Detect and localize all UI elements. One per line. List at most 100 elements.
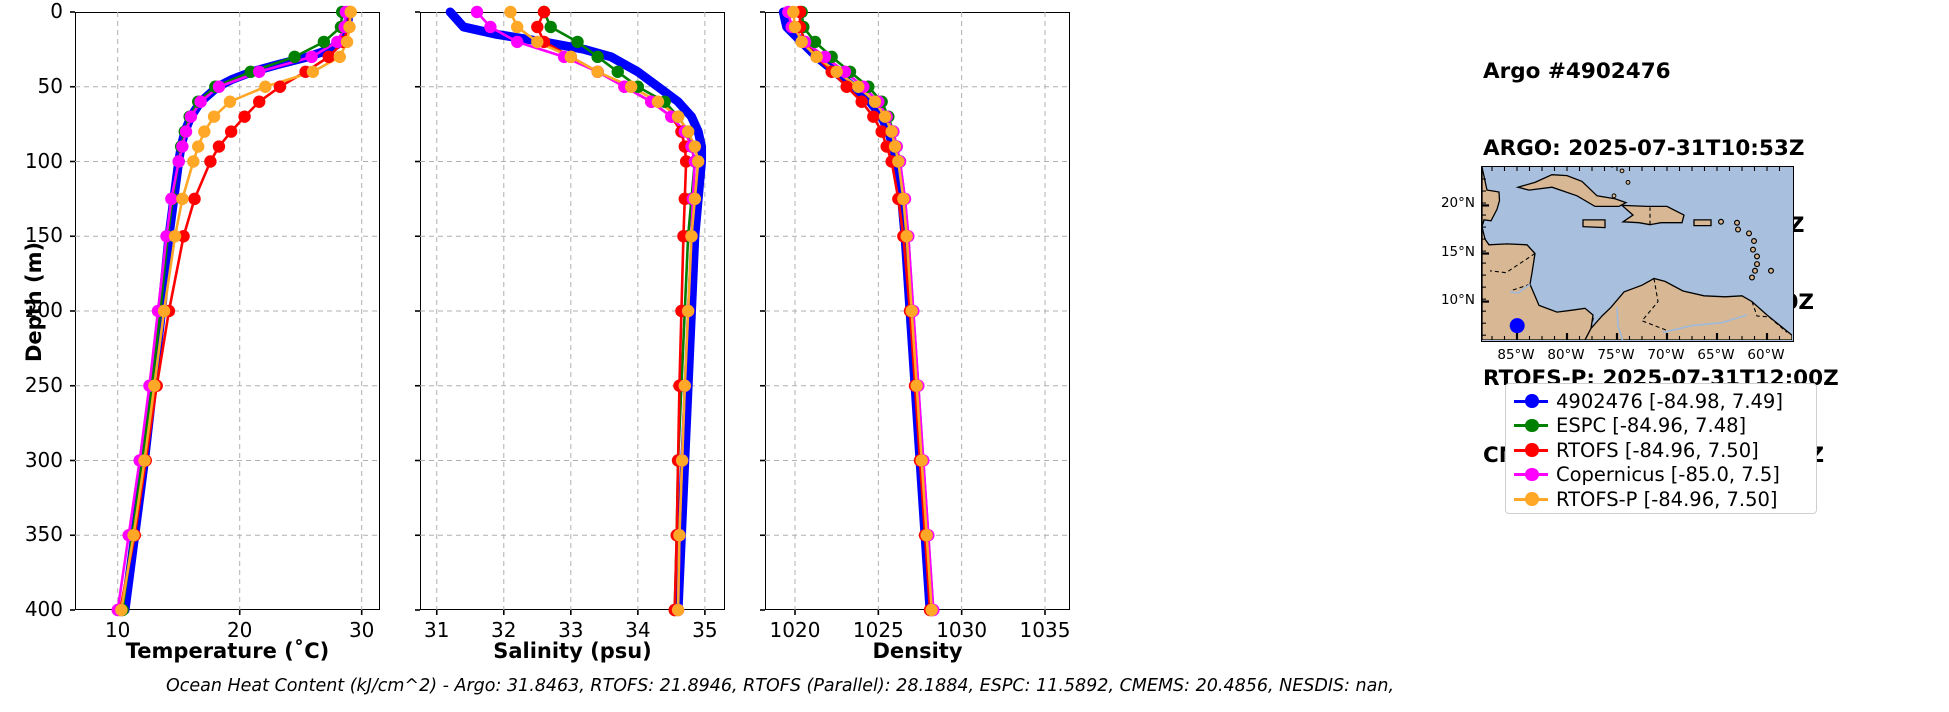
data-point: [344, 5, 357, 19]
data-point: [176, 192, 189, 206]
salinity-tick-31: 31: [424, 618, 450, 642]
data-point: [910, 379, 923, 392]
depth-tick-400: 400: [24, 597, 63, 621]
data-point: [184, 110, 198, 123]
data-point: [925, 603, 938, 617]
series-legend: 4902476 [-84.98, 7.49] ESPC [-84.96, 7.4…: [1505, 383, 1817, 514]
temperature-plot-svg: [70, 5, 380, 617]
density-plot-svg: [760, 5, 1070, 617]
salinity-tick-35: 35: [692, 618, 718, 642]
data-point: [212, 140, 226, 153]
data-point: [671, 603, 685, 617]
density-tick-1025: 1025: [852, 618, 904, 642]
island: [1718, 218, 1725, 225]
legend-swatch-rtofs-p: [1514, 492, 1548, 506]
country-border: [1489, 253, 1536, 274]
salinity-tick-32: 32: [491, 618, 517, 642]
density-axis-label: Density: [872, 639, 963, 663]
data-point: [787, 5, 800, 19]
data-point: [571, 35, 584, 49]
float-location-marker[interactable]: [1509, 318, 1525, 334]
country-border: [1641, 278, 1668, 331]
legend-item-rtofs-p[interactable]: RTOFS-P [-84.96, 7.50]: [1514, 487, 1808, 512]
landmass: [1620, 204, 1685, 226]
depth-tick-200: 200: [24, 298, 63, 322]
map-lon-tick-2: 75°W: [1597, 347, 1635, 363]
data-point: [673, 529, 686, 542]
salinity-panel: [415, 5, 725, 617]
data-point: [678, 379, 691, 392]
data-point: [127, 529, 140, 542]
data-point: [172, 155, 185, 168]
salinity-tick-33: 33: [558, 618, 584, 642]
density-tick-1030: 1030: [936, 618, 988, 642]
depth-tick-300: 300: [24, 447, 63, 472]
legend-label-rtofs: RTOFS [-84.96, 7.50]: [1556, 438, 1759, 462]
data-point: [198, 125, 211, 138]
legend-item-argo[interactable]: 4902476 [-84.98, 7.49]: [1514, 389, 1808, 414]
river: [1662, 314, 1748, 334]
data-point: [148, 379, 161, 392]
data-point: [306, 65, 320, 78]
island: [1754, 261, 1761, 268]
data-point: [511, 20, 524, 34]
country-border: [1751, 301, 1788, 333]
data-point: [322, 50, 335, 64]
data-point: [795, 35, 808, 49]
data-point: [244, 65, 257, 78]
island: [1750, 246, 1757, 253]
data-point: [915, 454, 928, 467]
location-map[interactable]: [1481, 166, 1794, 342]
data-point: [511, 35, 524, 49]
data-point: [675, 454, 689, 467]
density-tick-1020: 1020: [769, 618, 821, 642]
data-point: [187, 155, 200, 168]
data-point: [168, 230, 182, 243]
legend-item-copernicus[interactable]: Copernicus [-85.0, 7.5]: [1514, 463, 1808, 488]
map-svg: [1482, 167, 1793, 341]
data-point: [685, 230, 698, 243]
data-point: [624, 80, 638, 93]
data-point: [810, 50, 823, 64]
temperature-tick-30: 30: [348, 618, 375, 642]
data-point: [224, 125, 238, 138]
data-point: [897, 192, 910, 206]
data-point: [564, 50, 578, 64]
ocean-heat-content-caption: Ocean Heat Content (kJ/cm^2) - Argo: 31.…: [165, 676, 1395, 696]
legend-item-espc[interactable]: ESPC [-84.96, 7.48]: [1514, 414, 1808, 439]
legend-swatch-espc: [1514, 418, 1548, 433]
data-point: [343, 20, 356, 34]
island: [1735, 226, 1742, 233]
landmass: [1482, 167, 1594, 341]
legend-label-espc: ESPC [-84.96, 7.48]: [1556, 414, 1747, 438]
map-lat-tick-2: 10°N: [1440, 291, 1475, 308]
data-point: [688, 192, 702, 206]
data-point: [688, 140, 702, 153]
data-point: [194, 95, 207, 108]
data-point: [305, 50, 318, 64]
depth-tick-50: 50: [37, 73, 63, 98]
data-point: [591, 65, 604, 78]
map-lat-tick-0: 20°N: [1440, 195, 1475, 212]
data-point: [878, 110, 892, 123]
data-point: [176, 140, 189, 153]
data-point: [892, 155, 905, 168]
data-point: [138, 454, 151, 467]
landmass: [1693, 219, 1712, 227]
country-border: [1590, 314, 1595, 329]
data-point: [238, 110, 251, 123]
data-point: [273, 80, 287, 93]
legend-label-argo: 4902476 [-84.98, 7.49]: [1556, 389, 1783, 413]
data-point: [830, 65, 843, 78]
island: [1734, 219, 1741, 226]
map-lon-tick-1: 80°W: [1547, 347, 1585, 363]
map-lat-tick-1: 15°N: [1440, 243, 1475, 260]
salinity-tick-34: 34: [625, 618, 651, 642]
legend-item-rtofs[interactable]: RTOFS [-84.96, 7.50]: [1514, 438, 1808, 463]
data-point: [868, 95, 882, 108]
data-point: [888, 140, 902, 153]
island: [1625, 179, 1631, 185]
data-point: [179, 125, 193, 138]
landmass: [1515, 174, 1628, 208]
island: [1611, 193, 1617, 199]
